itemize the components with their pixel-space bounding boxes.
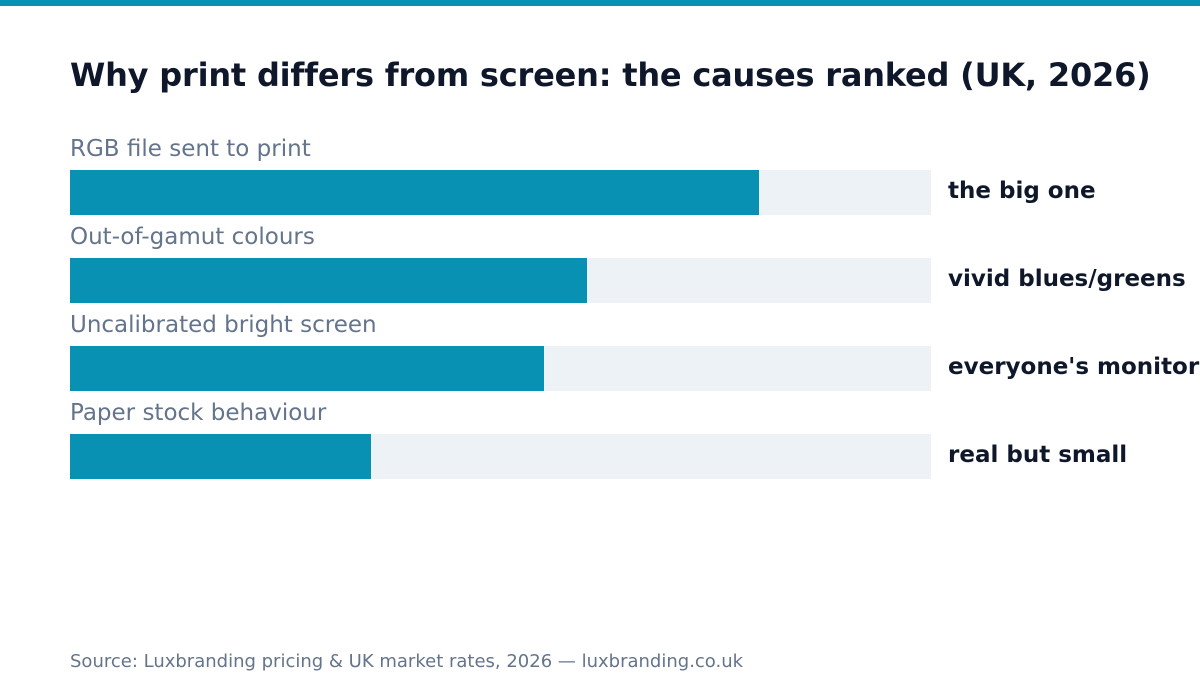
bar-annotation: everyone's monitor [948, 354, 1200, 380]
bar-annotation: vivid blues/greens [948, 266, 1186, 292]
bar-row: Uncalibrated bright screen everyone's mon… [70, 310, 1200, 398]
bar-track [70, 170, 931, 215]
bar-row: RGB file sent to print the big one [70, 134, 1200, 222]
category-label: Out-of-gamut colours [70, 224, 315, 250]
bar [70, 170, 759, 215]
chart-title: Why print differs from screen: the cause… [70, 56, 1151, 94]
category-label: Paper stock behaviour [70, 400, 327, 426]
bar-row: Out-of-gamut colours vivid blues/greens [70, 222, 1200, 310]
bar-annotation: the big one [948, 178, 1096, 204]
bar-row: Paper stock behaviour real but small [70, 398, 1200, 486]
bar [70, 434, 371, 479]
bar [70, 346, 544, 391]
category-label: RGB file sent to print [70, 136, 311, 162]
bar-track [70, 346, 931, 391]
category-label: Uncalibrated bright screen [70, 312, 377, 338]
bar-annotation: real but small [948, 442, 1128, 468]
bar-track [70, 258, 931, 303]
bar [70, 258, 587, 303]
bar-track [70, 434, 931, 479]
source-note: Source: Luxbranding pricing & UK market … [70, 651, 744, 672]
top-accent-bar [0, 0, 1200, 6]
